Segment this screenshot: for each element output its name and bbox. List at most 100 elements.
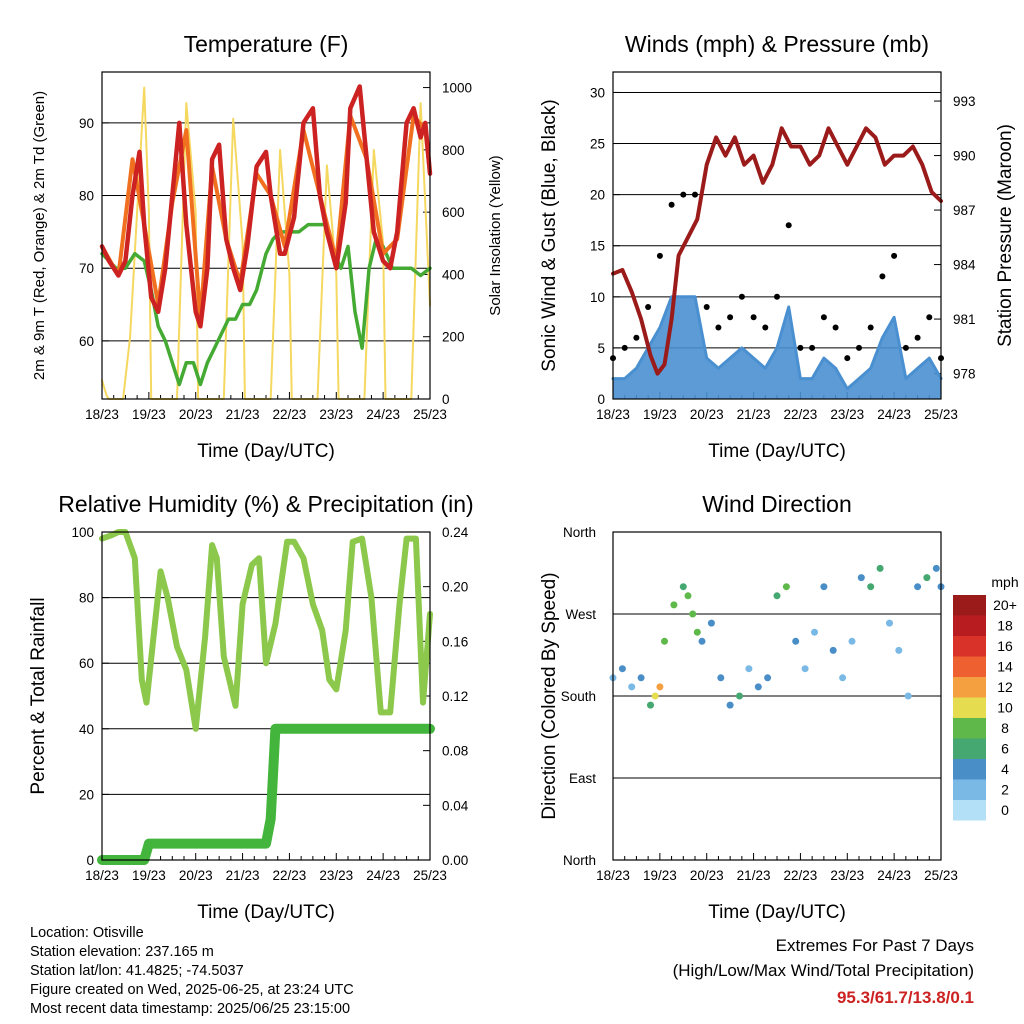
legend-swatch [953, 697, 986, 718]
humidity-line [99, 529, 433, 732]
y-right-tick-label: 987 [953, 203, 976, 218]
x-tick-label: 18/23 [596, 868, 630, 883]
plot-frame [612, 71, 942, 400]
y-right-tick-label: 0.00 [442, 853, 468, 868]
direction-point [693, 628, 701, 636]
y-tick-label: 80 [79, 189, 94, 204]
extremes-subtitle: (High/Low/Max Wind/Total Precipitation) [672, 961, 974, 980]
y-tick-label: 0 [86, 853, 94, 868]
y-tick-label: 10 [590, 290, 605, 305]
legend-label: 16 [997, 638, 1013, 654]
legend-label: 20+ [993, 597, 1017, 613]
y-right-tick-label: 0.12 [442, 689, 468, 704]
x-axis-label: Time (Day/UTC) [708, 441, 846, 462]
gust-point [738, 293, 745, 300]
gust-point [680, 191, 687, 198]
plot-frame [101, 71, 431, 400]
legend-swatch [953, 718, 986, 739]
direction-point [811, 628, 818, 636]
direction-point [679, 583, 687, 591]
gust-point [727, 314, 734, 321]
y-tick-label: 30 [590, 85, 605, 100]
y-right-tick-label: 800 [442, 143, 465, 158]
x-tick-label: 21/23 [226, 868, 260, 883]
x-tick-label: 19/23 [643, 407, 677, 422]
y-right-axis-label: Solar Insolation (Yellow) [487, 155, 504, 315]
gust-point [926, 314, 933, 321]
x-tick-label: 21/23 [737, 407, 771, 422]
panel-title: Relative Humidity (%) & Precipitation (i… [58, 491, 473, 517]
gust-point [797, 344, 804, 351]
y-right-tick-label: 990 [953, 149, 976, 164]
station-location: Location: Otisville [30, 925, 144, 941]
x-axis-label: Time (Day/UTC) [197, 441, 335, 462]
direction-point [914, 583, 922, 591]
direction-point [661, 637, 668, 645]
gust-point [774, 293, 780, 300]
legend-swatch [953, 656, 986, 677]
x-tick-label: 18/23 [596, 407, 630, 422]
legend-swatch [953, 595, 986, 616]
x-tick-label: 24/23 [366, 868, 400, 883]
gust-point [820, 314, 827, 321]
direction-point [839, 674, 847, 682]
y-axis-label: Direction (Colored By Speed) [539, 572, 560, 819]
y-right-tick-label: 0.16 [442, 634, 468, 649]
legend-swatch [953, 800, 986, 821]
y-tick-label: 25 [590, 137, 605, 152]
x-tick-label: 21/23 [737, 868, 771, 883]
y-tick-label: South [561, 689, 596, 704]
gust-point [856, 344, 862, 351]
direction-point [886, 619, 893, 627]
direction-point [670, 601, 678, 609]
direction-point [904, 692, 912, 700]
legend-swatch [953, 779, 986, 800]
y-right-tick-label: 0.20 [442, 580, 468, 595]
legend-label: 6 [1001, 741, 1009, 757]
direction-point [895, 646, 903, 654]
y-right-tick-label: 0.08 [442, 744, 468, 759]
y-tick-label: 15 [590, 239, 605, 254]
y-axis-label: Percent & Total Rainfall [28, 597, 49, 794]
direction-point [736, 692, 743, 700]
y-right-tick-label: 0.24 [442, 525, 469, 540]
panel-title: Wind Direction [702, 491, 852, 517]
panel-title: Winds (mph) & Pressure (mb) [625, 31, 929, 57]
gust-point [844, 355, 851, 362]
legend-title: mph [991, 574, 1018, 590]
y-right-axis-label: Station Pressure (Maroon) [995, 124, 1016, 347]
station-elevation: Station elevation: 237.165 m [30, 944, 214, 960]
y-tick-label: 70 [79, 261, 94, 276]
gust-point [891, 252, 898, 259]
direction-point [923, 574, 931, 582]
temp-2m-line [99, 84, 433, 329]
direction-point [745, 665, 753, 673]
legend-label: 10 [997, 700, 1013, 716]
y-right-tick-label: 600 [442, 205, 465, 220]
direction-point [717, 674, 725, 682]
gust-point [809, 344, 816, 351]
y-tick-label: 60 [79, 334, 94, 349]
y-tick-label: 100 [71, 525, 94, 540]
direction-point [782, 583, 790, 591]
y-tick-label: 5 [597, 341, 605, 356]
gust-point [867, 324, 874, 331]
gust-point [785, 222, 792, 229]
gust-point [703, 304, 710, 310]
x-tick-label: 24/23 [877, 407, 911, 422]
y-tick-label: East [569, 771, 596, 786]
x-tick-label: 22/23 [273, 868, 307, 883]
gust-point [902, 344, 909, 351]
temp-9m-line [100, 113, 432, 322]
y-right-tick-label: 200 [442, 330, 465, 345]
y-right-tick-label: 984 [953, 258, 976, 273]
legend-swatch [953, 738, 986, 759]
legend-swatch [953, 677, 986, 698]
y-axis-label: 2m & 9m T (Red, Orange) & 2m Td (Green) [31, 91, 48, 380]
y-tick-label: 0 [597, 392, 605, 407]
x-tick-label: 24/23 [877, 868, 911, 883]
x-tick-label: 22/23 [784, 868, 818, 883]
gust-point [914, 334, 921, 341]
legend-label: 0 [1001, 802, 1009, 818]
